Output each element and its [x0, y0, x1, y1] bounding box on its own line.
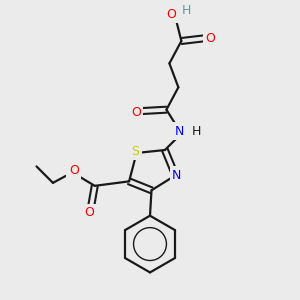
Text: H: H [192, 125, 202, 138]
Text: H: H [182, 4, 191, 17]
Text: N: N [172, 169, 182, 182]
Text: S: S [131, 145, 139, 158]
Text: O: O [69, 164, 79, 176]
Text: O: O [166, 8, 176, 21]
Text: O: O [84, 206, 94, 219]
Text: N: N [175, 125, 184, 138]
Text: O: O [131, 106, 141, 119]
Text: O: O [206, 32, 215, 45]
